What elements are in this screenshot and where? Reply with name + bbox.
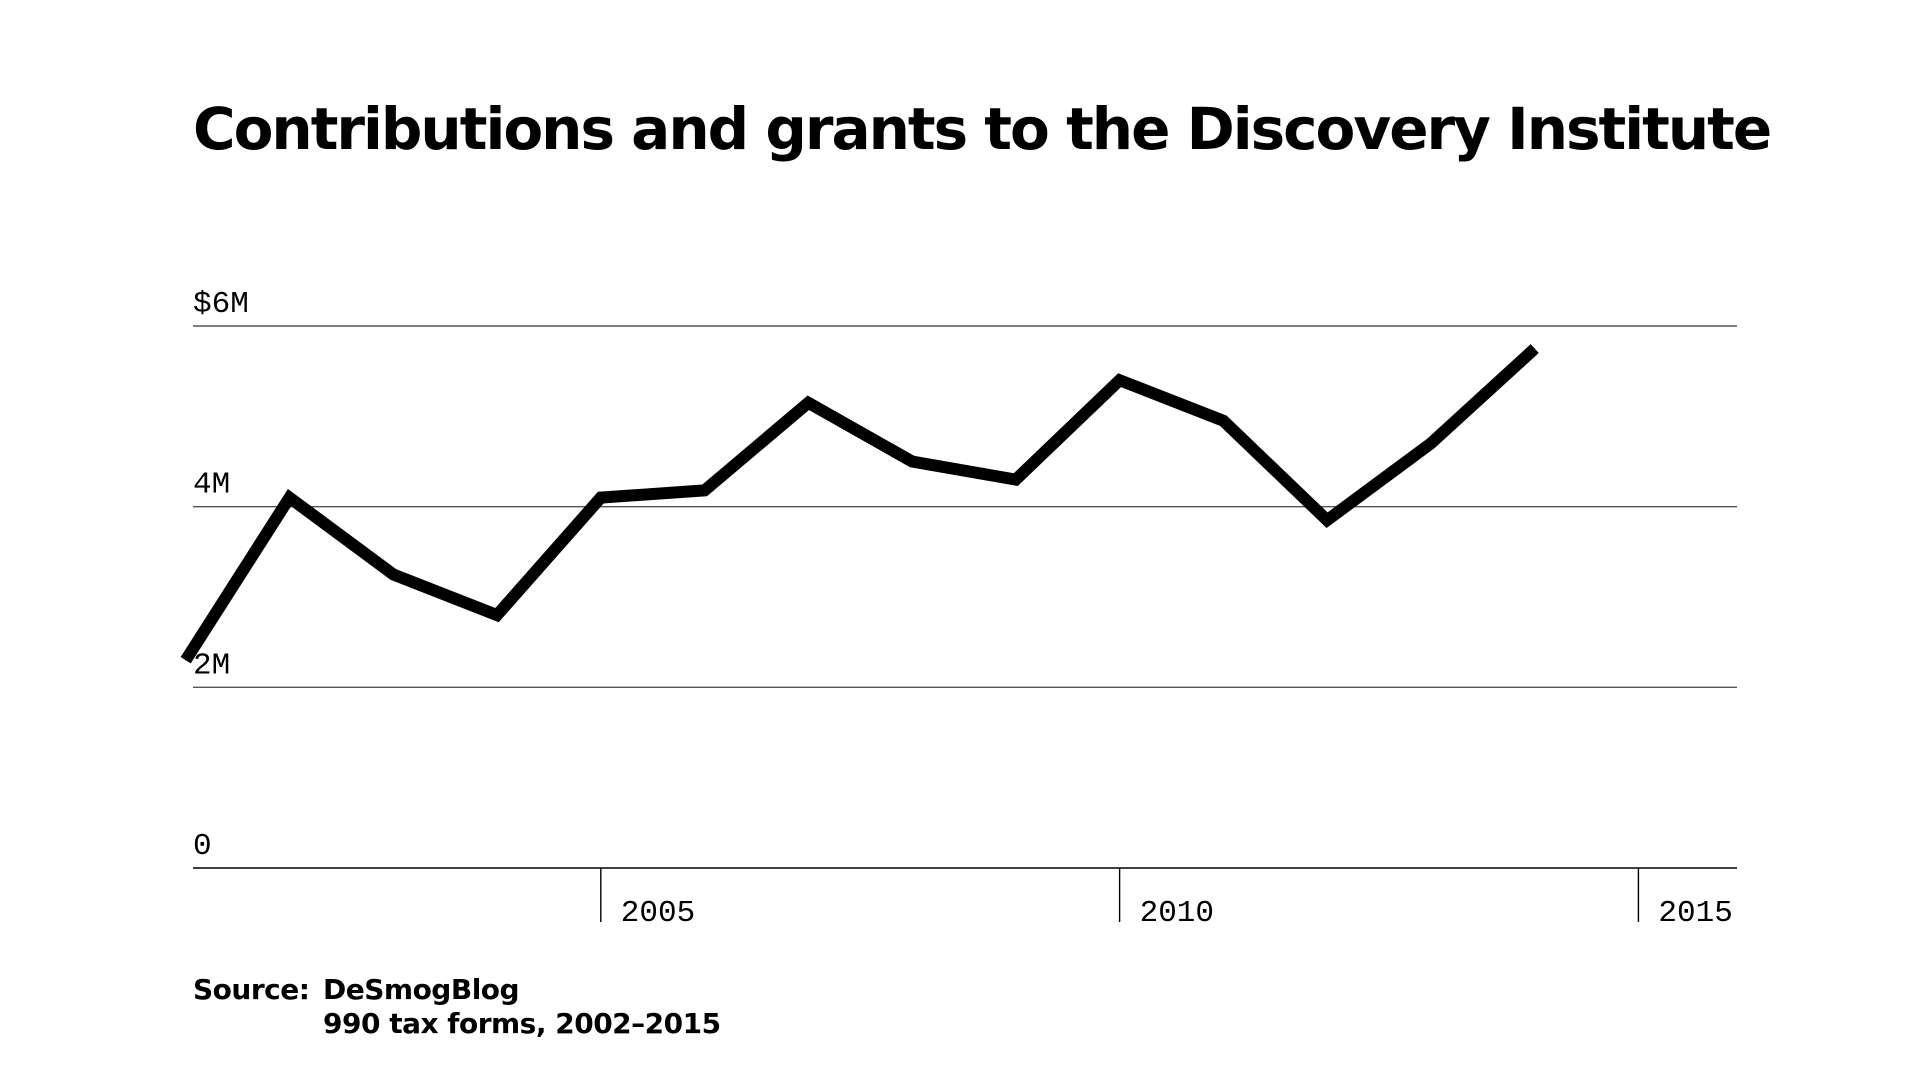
x-tick-label: 2015 bbox=[1658, 896, 1732, 931]
data-point-2010 bbox=[1119, 379, 1121, 381]
source-note: Source: DeSmogBlog 990 tax forms, 2002–2… bbox=[193, 973, 721, 1041]
data-point-2014 bbox=[1534, 348, 1536, 350]
data-point-2002 bbox=[289, 497, 290, 499]
data-point-2008 bbox=[911, 461, 913, 462]
x-tick-label: 2010 bbox=[1140, 896, 1214, 931]
source-text: DeSmogBlog 990 tax forms, 2002–2015 bbox=[323, 973, 721, 1041]
x-axis-ticks: 2005 2010 2015 bbox=[600, 868, 1733, 931]
y-axis-labels: 0 2M 4M $6M bbox=[193, 287, 249, 864]
chart-title: Contributions and grants to the Discover… bbox=[193, 95, 1772, 163]
y-tick-label: $6M bbox=[193, 287, 249, 322]
data-point-2011 bbox=[1222, 420, 1224, 422]
grid-lines bbox=[193, 325, 1737, 869]
y-tick-label: 4M bbox=[193, 468, 230, 503]
y-tick-label: 2M bbox=[193, 648, 230, 683]
source-label: Source: bbox=[193, 973, 310, 1006]
data-point-2003 bbox=[392, 573, 394, 575]
data-point-2012 bbox=[1326, 519, 1328, 521]
data-point-2009 bbox=[1015, 479, 1017, 481]
data-point-2007 bbox=[807, 402, 809, 404]
data-point-2013 bbox=[1430, 442, 1432, 444]
data-point-2001 bbox=[185, 659, 187, 661]
y-tick-label: 0 bbox=[193, 829, 212, 864]
data-point-2004 bbox=[496, 614, 498, 616]
x-tick-label: 2005 bbox=[621, 896, 695, 931]
series-layer bbox=[180, 344, 1539, 664]
data-point-2005 bbox=[600, 497, 602, 499]
data-point-2006 bbox=[704, 489, 706, 491]
source-line-1: DeSmogBlog bbox=[323, 973, 520, 1006]
series-line bbox=[180, 344, 1539, 664]
source-line-2: 990 tax forms, 2002–2015 bbox=[323, 1007, 721, 1040]
